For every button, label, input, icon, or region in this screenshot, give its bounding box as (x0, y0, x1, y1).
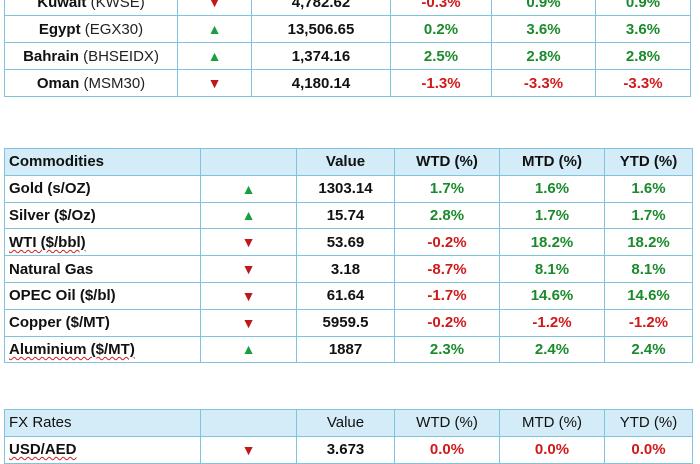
triangle-up-icon: ▲ (177, 42, 252, 70)
commodity-name: Aluminium ($/MT) (4, 335, 201, 364)
fx-rates-header: FX Rates (4, 409, 201, 437)
market-name: Egypt (EGX30) (4, 15, 178, 43)
commodity-name: Gold (s/OZ) (4, 174, 201, 203)
ytd-column-header: YTD (%) (604, 409, 693, 437)
market-value: 1,374.16 (251, 42, 391, 70)
table-row: Natural Gas ▼ 3.18 -8.7% 8.1% 8.1% (4, 255, 693, 283)
table-row: Kuwait (KWSE) ▼ 4,782.62 -0.3% 0.9% 0.9% (4, 0, 691, 16)
commodity-value: 1303.14 (296, 174, 395, 203)
market-ytd: 3.6% (595, 15, 691, 43)
market-name: Oman (MSM30) (4, 69, 178, 97)
table-row: OPEC Oil ($/bl) ▼ 61.64 -1.7% 14.6% 14.6… (4, 281, 693, 310)
commodity-wtd: 2.8% (394, 201, 500, 230)
wtd-column-header: WTD (%) (394, 148, 500, 176)
commodity-value: 3.18 (296, 255, 395, 283)
commodity-ytd: 1.6% (604, 174, 693, 203)
value-column-header: Value (296, 148, 395, 176)
fx-rates-table: FX Rates Value WTD (%) MTD (%) YTD (%) U… (4, 409, 693, 464)
commodity-name: Silver ($/Oz) (4, 201, 201, 230)
market-ytd: 0.9% (595, 0, 691, 16)
commodity-mtd: 8.1% (499, 255, 605, 283)
market-indices-table: Kuwait (KWSE) ▼ 4,782.62 -0.3% 0.9% 0.9%… (4, 0, 691, 97)
market-wtd: 0.2% (390, 15, 492, 43)
triangle-down-icon: ▼ (200, 308, 297, 337)
market-wtd: -1.3% (390, 69, 492, 97)
commodity-ytd: 18.2% (604, 228, 693, 257)
table-header-row: Commodities Value WTD (%) MTD (%) YTD (%… (4, 148, 693, 176)
commodity-mtd: 18.2% (499, 228, 605, 257)
table-row: Bahrain (BHSEIDX) ▲ 1,374.16 2.5% 2.8% 2… (4, 42, 691, 70)
wtd-column-header: WTD (%) (394, 409, 500, 437)
table-row: Gold (s/OZ) ▲ 1303.14 1.7% 1.6% 1.6% (4, 174, 693, 203)
market-ytd: -3.3% (595, 69, 691, 97)
commodity-wtd: -1.7% (394, 281, 500, 310)
mtd-column-header: MTD (%) (499, 148, 605, 176)
triangle-down-icon: ▼ (200, 228, 297, 257)
commodity-ytd: 8.1% (604, 255, 693, 283)
commodity-value: 61.64 (296, 281, 395, 310)
table-row: WTI ($/bbl) ▼ 53.69 -0.2% 18.2% 18.2% (4, 228, 693, 257)
commodities-table: Commodities Value WTD (%) MTD (%) YTD (%… (4, 148, 693, 364)
commodity-value: 53.69 (296, 228, 395, 257)
market-wtd: -0.3% (390, 0, 492, 16)
commodity-name: Copper ($/MT) (4, 308, 201, 337)
triangle-up-icon: ▲ (200, 335, 297, 364)
market-mtd: -3.3% (491, 69, 596, 97)
commodity-name: WTI ($/bbl) (4, 228, 201, 257)
commodities-header: Commodities (4, 148, 201, 176)
triangle-down-icon: ▼ (177, 69, 252, 97)
triangle-up-icon: ▲ (200, 174, 297, 203)
market-value: 4,180.14 (251, 69, 391, 97)
market-value: 4,782.62 (251, 0, 391, 16)
table-row: Silver ($/Oz) ▲ 15.74 2.8% 1.7% 1.7% (4, 201, 693, 230)
commodity-name: Natural Gas (4, 255, 201, 283)
commodity-name: OPEC Oil ($/bl) (4, 281, 201, 310)
market-mtd: 0.9% (491, 0, 596, 16)
triangle-down-icon: ▼ (200, 255, 297, 283)
table-row: Oman (MSM30) ▼ 4,180.14 -1.3% -3.3% -3.3… (4, 69, 691, 97)
arrow-column-header (200, 409, 297, 437)
market-mtd: 2.8% (491, 42, 596, 70)
market-name: Bahrain (BHSEIDX) (4, 42, 178, 70)
commodity-wtd: -0.2% (394, 228, 500, 257)
commodity-mtd: 1.7% (499, 201, 605, 230)
triangle-up-icon: ▲ (200, 201, 297, 230)
table-row: Copper ($/MT) ▼ 5959.5 -0.2% -1.2% -1.2% (4, 308, 693, 337)
value-column-header: Value (296, 409, 395, 437)
commodity-value: 5959.5 (296, 308, 395, 337)
commodity-value: 1887 (296, 335, 395, 364)
commodity-wtd: -0.2% (394, 308, 500, 337)
table-header-row: FX Rates Value WTD (%) MTD (%) YTD (%) (4, 409, 693, 437)
market-name: Kuwait (KWSE) (4, 0, 178, 16)
triangle-up-icon: ▲ (177, 15, 252, 43)
commodity-value: 15.74 (296, 201, 395, 230)
commodity-wtd: -8.7% (394, 255, 500, 283)
market-wtd: 2.5% (390, 42, 492, 70)
commodity-ytd: 14.6% (604, 281, 693, 310)
table-row: Egypt (EGX30) ▲ 13,506.65 0.2% 3.6% 3.6% (4, 15, 691, 43)
commodity-wtd: 1.7% (394, 174, 500, 203)
market-value: 13,506.65 (251, 15, 391, 43)
market-ytd: 2.8% (595, 42, 691, 70)
commodity-ytd: 2.4% (604, 335, 693, 364)
commodity-ytd: 1.7% (604, 201, 693, 230)
triangle-down-icon: ▼ (177, 0, 252, 16)
commodity-mtd: 2.4% (499, 335, 605, 364)
commodity-mtd: -1.2% (499, 308, 605, 337)
commodity-mtd: 1.6% (499, 174, 605, 203)
triangle-down-icon: ▼ (200, 281, 297, 310)
arrow-column-header (200, 148, 297, 176)
ytd-column-header: YTD (%) (604, 148, 693, 176)
mtd-column-header: MTD (%) (499, 409, 605, 437)
commodity-mtd: 14.6% (499, 281, 605, 310)
table-row: Aluminium ($/MT) ▲ 1887 2.3% 2.4% 2.4% (4, 335, 693, 364)
commodity-ytd: -1.2% (604, 308, 693, 337)
commodity-wtd: 2.3% (394, 335, 500, 364)
market-mtd: 3.6% (491, 15, 596, 43)
